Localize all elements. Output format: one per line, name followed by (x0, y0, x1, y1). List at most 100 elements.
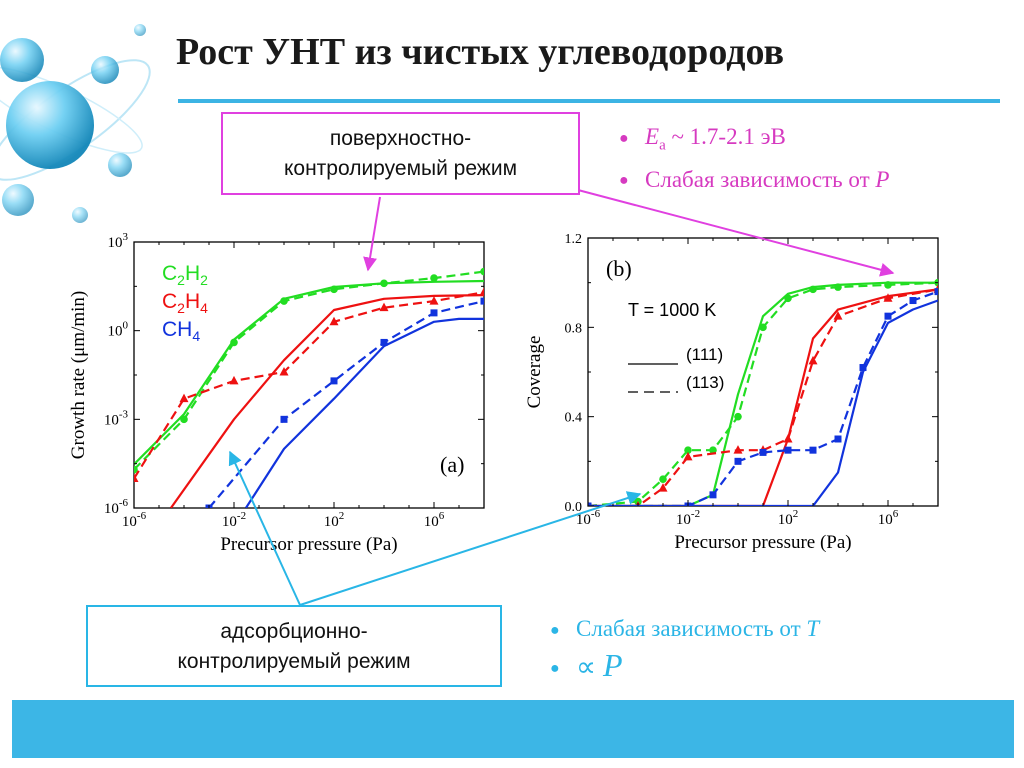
x-tick-label: 10-6 (576, 508, 601, 528)
series-line-c2h2 (134, 279, 484, 466)
series-line-ch4 (244, 317, 484, 508)
data-point (379, 302, 389, 312)
data-point (809, 446, 817, 454)
y-tick-label: 10-6 (104, 497, 129, 517)
bullet-activation-energy: ● Ea ~ 1.7-2.1 эВ (619, 120, 889, 163)
y-tick-label: 0.0 (565, 500, 583, 515)
bullet-weak-p-dependence: ● Слабая зависимость от P (619, 163, 889, 199)
data-point (759, 448, 767, 456)
bullets-adsorption-regime: ● Слабая зависимость от T ● ∝ P (550, 612, 819, 686)
x-tick-label: 106 (424, 510, 445, 530)
data-point (784, 446, 792, 454)
data-point (430, 309, 438, 317)
data-point (280, 297, 288, 305)
data-point (734, 412, 742, 421)
data-point (380, 279, 388, 288)
surface-box-line2: контролируемый режим (283, 157, 518, 180)
data-point (429, 296, 439, 305)
y-tick-label: 0.8 (565, 321, 583, 336)
data-point (180, 415, 188, 424)
data-point (229, 375, 239, 385)
data-point (480, 267, 484, 276)
series-line-ch4-111- (588, 299, 938, 506)
series-line-ch4-113- (588, 290, 938, 506)
data-point (734, 457, 742, 465)
x-axis-label: Precursor pressure (Pa) (674, 532, 851, 553)
data-point (759, 323, 767, 332)
decorative-molecule-graphic (0, 24, 151, 223)
proportional-icon: ∝ (576, 651, 597, 683)
data-point (784, 294, 792, 303)
y-tick-label: 10-3 (104, 408, 129, 428)
x-tick-label: 102 (324, 510, 345, 530)
bullet-dot-icon: ● (619, 129, 629, 147)
adsorb-box-line2: контролируемый режим (177, 650, 411, 673)
data-point (683, 451, 693, 461)
data-point (833, 311, 843, 320)
chart-a-growth-rate: 10-6 10-2 102 106 10-6 10-3 100 103 Precursor pr… (68, 231, 485, 555)
data-point (658, 483, 668, 492)
y-tick-label: 100 (108, 320, 129, 340)
data-point (659, 475, 667, 484)
bullet-dot-icon: ● (619, 172, 629, 190)
data-point (479, 287, 484, 296)
series-line-c2h4 (134, 291, 484, 479)
legend-entry: CH4 (162, 318, 200, 344)
x-tick-label: 102 (778, 508, 799, 528)
adsorb-box-line1: адсорбционно- (220, 620, 368, 643)
data-point (909, 297, 917, 305)
data-point (588, 502, 592, 506)
arrow-adsorb-to-chart-a (228, 450, 301, 606)
data-point (179, 393, 189, 403)
x-axis-label: Precursor pressure (Pa) (220, 534, 397, 555)
surface-box-line1: поверхностно- (329, 127, 472, 150)
data-point (480, 297, 484, 305)
plot-frame (587, 237, 939, 507)
y-tick-label: 1.2 (565, 232, 583, 247)
data-point (380, 338, 388, 346)
slide-title: Рост УНТ из чистых углеводородов (176, 31, 785, 73)
bullets-surface-regime: ● Ea ~ 1.7-2.1 эВ ● Слабая зависимость от … (619, 120, 889, 198)
series-line-c2h2 (134, 270, 484, 471)
adsorption-controlled-regime-box: адсорбционно- контролируемый режим (86, 605, 502, 687)
bullet-dot-icon: ● (550, 660, 560, 678)
data-point (884, 281, 892, 289)
temperature-annotation: T = 1000 K (628, 300, 716, 320)
data-point (709, 491, 717, 499)
legend-entry: (111) (686, 345, 723, 364)
panel-label: (a) (440, 452, 464, 477)
data-point (809, 285, 817, 294)
panel-label: (b) (606, 256, 632, 281)
data-point (329, 316, 339, 326)
footer-bar (12, 700, 1014, 758)
arrow-surface-to-chart-b (577, 189, 895, 277)
plot-area (134, 267, 484, 508)
arrow-surface-to-chart-a (363, 196, 381, 272)
annotation-arrows (228, 189, 895, 606)
y-tick-label: 103 (108, 231, 129, 251)
data-point (134, 465, 138, 474)
y-axis-label: Coverage (524, 336, 545, 409)
x-tick-label: 106 (878, 508, 899, 528)
data-point (709, 446, 717, 454)
y-axis-label: Growth rate (μm/min) (68, 291, 89, 459)
legend-entry: C2H4 (162, 290, 208, 316)
data-point (783, 434, 793, 443)
data-point (279, 366, 289, 376)
series-line-c2h2-113- (588, 281, 938, 506)
series-line-c2h4 (170, 294, 484, 508)
x-tick-label: 10-2 (676, 508, 700, 528)
legend-entry: (113) (686, 373, 724, 392)
legend-entry: C2H2 (162, 262, 208, 288)
y-tick-label: 0.4 (565, 411, 583, 426)
data-point (808, 355, 818, 365)
data-point (230, 338, 238, 347)
x-tick-label: 10-6 (122, 510, 147, 530)
bullet-dot-icon: ● (550, 621, 560, 639)
plot-area (588, 278, 938, 506)
data-point (884, 312, 892, 320)
data-point (134, 473, 139, 482)
data-point (834, 283, 842, 291)
data-point (684, 446, 692, 454)
